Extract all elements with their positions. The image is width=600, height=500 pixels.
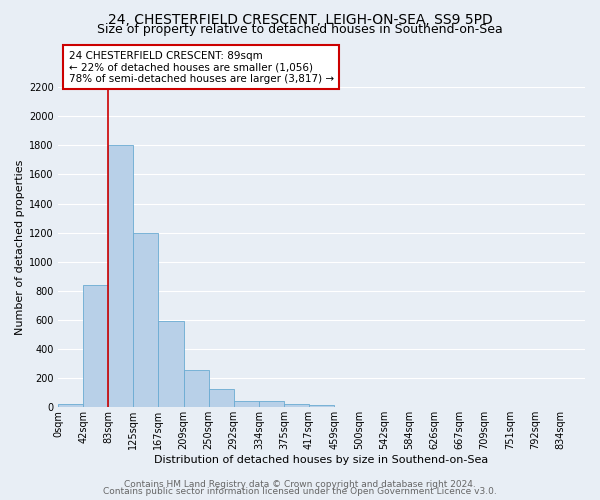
Bar	[209, 389, 234, 407]
Text: Contains HM Land Registry data © Crown copyright and database right 2024.: Contains HM Land Registry data © Crown c…	[124, 480, 476, 489]
Bar	[83, 285, 108, 408]
Text: Size of property relative to detached houses in Southend-on-Sea: Size of property relative to detached ho…	[97, 22, 503, 36]
Text: 24, CHESTERFIELD CRESCENT, LEIGH-ON-SEA, SS9 5PD: 24, CHESTERFIELD CRESCENT, LEIGH-ON-SEA,…	[107, 12, 493, 26]
Bar	[259, 400, 284, 407]
Bar	[309, 405, 334, 407]
Bar	[158, 322, 184, 408]
Y-axis label: Number of detached properties: Number of detached properties	[15, 160, 25, 335]
Bar	[58, 404, 83, 407]
Bar	[234, 400, 259, 407]
Bar	[108, 146, 133, 408]
Text: 24 CHESTERFIELD CRESCENT: 89sqm
← 22% of detached houses are smaller (1,056)
78%: 24 CHESTERFIELD CRESCENT: 89sqm ← 22% of…	[68, 50, 334, 84]
Bar	[284, 404, 309, 407]
Text: Contains public sector information licensed under the Open Government Licence v3: Contains public sector information licen…	[103, 488, 497, 496]
X-axis label: Distribution of detached houses by size in Southend-on-Sea: Distribution of detached houses by size …	[154, 455, 488, 465]
Bar	[133, 232, 158, 408]
Bar	[184, 370, 209, 408]
